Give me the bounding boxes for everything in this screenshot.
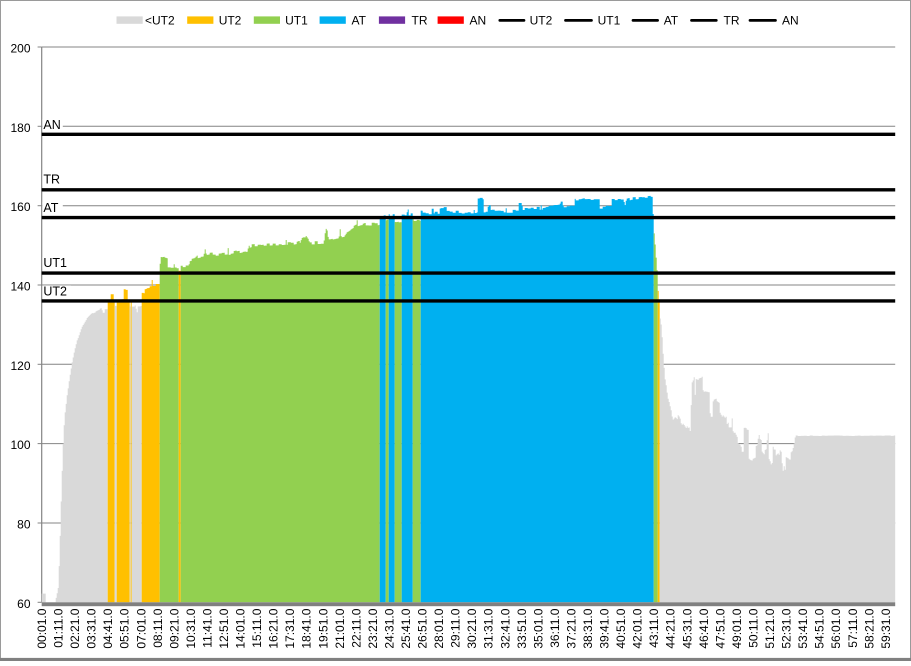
svg-text:AN: AN: [782, 13, 799, 27]
svg-text:38:31.0: 38:31.0: [581, 608, 595, 648]
svg-text:<UT2: <UT2: [145, 13, 175, 27]
svg-text:51:21.0: 51:21.0: [763, 608, 777, 648]
svg-text:36:11.0: 36:11.0: [548, 608, 562, 647]
svg-text:12:51.0: 12:51.0: [217, 608, 231, 648]
svg-text:30:21.0: 30:21.0: [465, 608, 479, 648]
svg-text:03:31.0: 03:31.0: [85, 608, 99, 648]
svg-text:140: 140: [10, 280, 30, 294]
svg-text:AT: AT: [43, 201, 58, 215]
svg-text:23:21.0: 23:21.0: [366, 608, 380, 648]
svg-text:54:51.0: 54:51.0: [813, 608, 827, 648]
svg-text:37:21.0: 37:21.0: [565, 608, 579, 648]
svg-text:21:01.0: 21:01.0: [333, 608, 347, 648]
svg-text:56:01.0: 56:01.0: [829, 608, 843, 648]
svg-text:UT2: UT2: [219, 13, 242, 27]
svg-text:19:51.0: 19:51.0: [316, 608, 330, 648]
svg-text:04:41.0: 04:41.0: [101, 608, 115, 648]
svg-text:43:11.0: 43:11.0: [647, 608, 661, 647]
svg-text:16:21.0: 16:21.0: [267, 608, 281, 648]
svg-text:05:51.0: 05:51.0: [118, 608, 132, 648]
svg-text:10:31.0: 10:31.0: [184, 608, 198, 648]
svg-text:22:11.0: 22:11.0: [349, 608, 363, 647]
svg-text:200: 200: [10, 42, 30, 56]
svg-text:120: 120: [10, 359, 30, 373]
svg-text:33:51.0: 33:51.0: [515, 608, 529, 648]
svg-text:26:51.0: 26:51.0: [416, 608, 430, 648]
svg-text:60: 60: [17, 597, 31, 611]
svg-text:AT: AT: [352, 13, 367, 27]
svg-text:11:41.0: 11:41.0: [201, 608, 215, 647]
svg-text:50:11.0: 50:11.0: [747, 608, 761, 647]
svg-text:18:41.0: 18:41.0: [300, 608, 314, 648]
svg-text:UT1: UT1: [285, 13, 308, 27]
svg-text:58:21.0: 58:21.0: [862, 608, 876, 648]
svg-text:01:11.0: 01:11.0: [52, 608, 66, 647]
svg-text:14:01.0: 14:01.0: [234, 608, 248, 648]
svg-text:44:21.0: 44:21.0: [664, 608, 678, 648]
svg-text:TR: TR: [724, 13, 740, 27]
svg-text:47:51.0: 47:51.0: [713, 608, 727, 648]
svg-text:45:31.0: 45:31.0: [680, 608, 694, 648]
svg-text:40:51.0: 40:51.0: [614, 608, 628, 648]
svg-text:46:41.0: 46:41.0: [697, 608, 711, 648]
svg-text:25:41.0: 25:41.0: [399, 608, 413, 648]
svg-text:39:41.0: 39:41.0: [598, 608, 612, 648]
svg-text:TR: TR: [43, 173, 60, 187]
svg-text:AN: AN: [470, 13, 487, 27]
svg-text:100: 100: [10, 438, 30, 452]
svg-text:UT2: UT2: [530, 13, 553, 27]
svg-text:00:01.0: 00:01.0: [35, 608, 49, 648]
svg-text:15:11.0: 15:11.0: [250, 608, 264, 647]
svg-text:35:01.0: 35:01.0: [531, 608, 545, 648]
svg-text:49:01.0: 49:01.0: [730, 608, 744, 648]
svg-text:59:31.0: 59:31.0: [879, 608, 893, 648]
svg-text:UT1: UT1: [43, 256, 67, 270]
svg-text:UT2: UT2: [43, 284, 67, 298]
svg-text:AN: AN: [43, 118, 60, 132]
svg-text:28:01.0: 28:01.0: [432, 608, 446, 648]
svg-text:32:41.0: 32:41.0: [498, 608, 512, 648]
svg-text:31:31.0: 31:31.0: [482, 608, 496, 648]
svg-text:07:01.0: 07:01.0: [134, 608, 148, 648]
svg-text:42:01.0: 42:01.0: [631, 608, 645, 648]
svg-text:TR: TR: [412, 13, 428, 27]
svg-text:17:31.0: 17:31.0: [283, 608, 297, 648]
svg-text:29:11.0: 29:11.0: [449, 608, 463, 647]
svg-text:08:11.0: 08:11.0: [151, 608, 165, 647]
svg-text:24:31.0: 24:31.0: [383, 608, 397, 648]
svg-text:02:21.0: 02:21.0: [68, 608, 82, 648]
svg-text:53:41.0: 53:41.0: [796, 608, 810, 648]
svg-text:AT: AT: [664, 13, 679, 27]
svg-text:180: 180: [10, 121, 30, 135]
svg-text:80: 80: [17, 518, 31, 532]
svg-text:57:11.0: 57:11.0: [846, 608, 860, 647]
svg-text:UT1: UT1: [598, 13, 621, 27]
svg-text:52:31.0: 52:31.0: [780, 608, 794, 648]
svg-text:09:21.0: 09:21.0: [167, 608, 181, 648]
svg-text:160: 160: [10, 200, 30, 214]
